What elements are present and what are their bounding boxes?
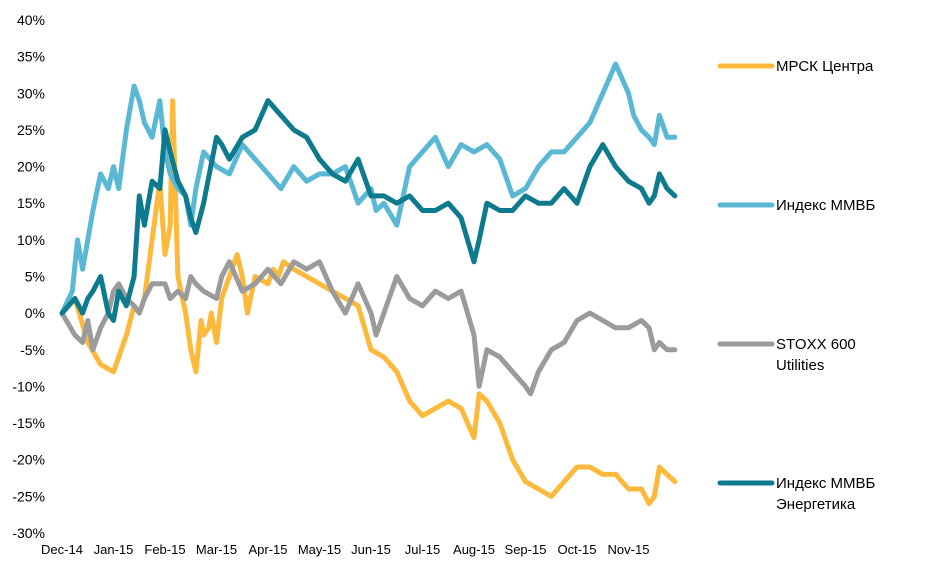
y-tick-label: 35% xyxy=(17,49,45,65)
x-tick-label: Jul-15 xyxy=(405,542,440,557)
series-line-1 xyxy=(59,61,678,316)
legend-label-line: Индекс ММВБ xyxy=(776,475,876,492)
series-line-3 xyxy=(59,98,678,323)
y-tick-label: 0% xyxy=(25,305,45,321)
y-tick-label: 15% xyxy=(17,195,45,211)
y-tick-label: 40% xyxy=(17,12,45,28)
legend-label-line: Utilities xyxy=(776,357,824,374)
x-tick-label: Sep-15 xyxy=(505,542,547,557)
y-tick-label: 10% xyxy=(17,232,45,248)
y-axis: 40% 35% 30% 25% 20% 15% 10% 5% 0% -5% -10% -15% -20%… xyxy=(12,12,45,541)
legend-label: Индекс ММВБ Энергетика xyxy=(776,475,876,513)
y-tick-label: -25% xyxy=(12,488,45,504)
legend: МРСК Центра Индекс ММВБ STOXX 600 Utilities… xyxy=(717,58,876,513)
series-line-0 xyxy=(59,98,678,507)
y-tick-label: -10% xyxy=(12,378,45,394)
x-axis: Dec-14 Jan-15 Feb-15 Mar-15 Apr-15 May-15 Jun-… xyxy=(41,542,649,557)
y-tick-label: -30% xyxy=(12,525,45,541)
x-tick-label: Aug-15 xyxy=(453,542,495,557)
y-tick-label: -5% xyxy=(20,342,45,358)
y-tick-label: 30% xyxy=(17,85,45,101)
x-tick-label: Feb-15 xyxy=(144,542,185,557)
series-line-2 xyxy=(59,259,678,397)
x-tick-label: Mar-15 xyxy=(196,542,237,557)
plot-area xyxy=(59,61,678,507)
x-tick-label: Dec-14 xyxy=(41,542,83,557)
legend-label: STOXX 600 Utilities xyxy=(776,336,856,374)
legend-label: Индекс ММВБ xyxy=(776,197,876,214)
legend-label-line: Энергетика xyxy=(776,496,856,513)
y-tick-label: -20% xyxy=(12,452,45,468)
legend-label-line: STOXX 600 xyxy=(776,336,856,353)
y-tick-label: 25% xyxy=(17,122,45,138)
y-tick-label: 20% xyxy=(17,159,45,175)
x-tick-label: May-15 xyxy=(298,542,341,557)
y-tick-label: 5% xyxy=(25,269,45,285)
x-tick-label: Jun-15 xyxy=(351,542,391,557)
legend-label: МРСК Центра xyxy=(776,58,874,75)
x-tick-label: Apr-15 xyxy=(248,542,287,557)
x-tick-label: Oct-15 xyxy=(557,542,596,557)
y-tick-label: -15% xyxy=(12,415,45,431)
x-tick-label: Nov-15 xyxy=(608,542,650,557)
x-tick-label: Jan-15 xyxy=(94,542,134,557)
